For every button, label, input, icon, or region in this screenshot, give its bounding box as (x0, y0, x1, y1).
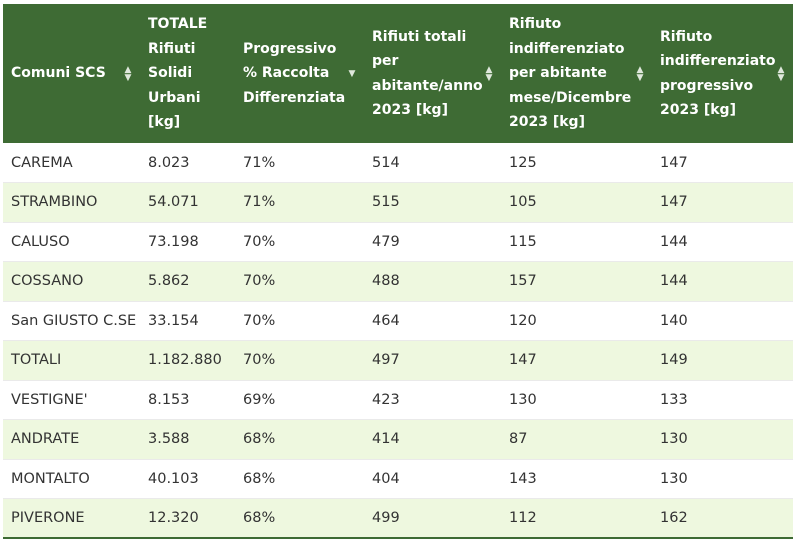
top-strip-segment (628, 0, 800, 4)
header-label: Rifiuto indifferenziato progressivo 2023… (660, 28, 776, 119)
cell-comune: CAREMA (3, 143, 140, 183)
table-row: MONTALTO 40.103 68% 404 143 130 (3, 459, 793, 499)
cell-progressivo-rd: 71% (235, 182, 364, 223)
sort-both-icon: ▲ ▼ (485, 64, 493, 83)
sort-both-icon: ▲ ▼ (777, 64, 785, 83)
cell-indifferenziato-progressivo: 162 (652, 498, 793, 539)
cell-indifferenziato-progressivo: 149 (652, 340, 793, 381)
cell-totale-rsu: 73.198 (140, 222, 235, 262)
cell-comune: PIVERONE (3, 498, 140, 539)
table-row: CAREMA 8.023 71% 514 125 147 (3, 143, 793, 183)
table-row: San GIUSTO C.SE 33.154 70% 464 120 140 (3, 301, 793, 341)
table-container: Comuni SCS ▲ ▼ TOTALE Rifiuti Solidi Urban… (3, 4, 793, 539)
cell-rifiuti-per-abitante: 423 (364, 380, 501, 420)
cell-rifiuti-per-abitante: 464 (364, 301, 501, 341)
cell-indifferenziato-mese: 147 (501, 340, 652, 381)
cell-indifferenziato-mese: 120 (501, 301, 652, 341)
column-header-rifiuti-per-abitante[interactable]: Rifiuti totali per abitante/anno 2023 [k… (364, 4, 501, 143)
cell-totale-rsu: 3.588 (140, 419, 235, 460)
cell-rifiuti-per-abitante: 414 (364, 419, 501, 460)
waste-data-table: Comuni SCS ▲ ▼ TOTALE Rifiuti Solidi Urban… (3, 4, 793, 539)
cell-indifferenziato-mese: 115 (501, 222, 652, 262)
header-label: Progressivo % Raccolta Differenziata (243, 40, 346, 106)
cell-totale-rsu: 8.023 (140, 143, 235, 183)
cell-rifiuti-per-abitante: 497 (364, 340, 501, 381)
cell-rifiuti-per-abitante: 515 (364, 182, 501, 223)
header-label: TOTALE Rifiuti Solidi Urbani [kg] (148, 16, 208, 131)
table-row: CALUSO 73.198 70% 479 115 144 (3, 222, 793, 262)
cell-comune: CALUSO (3, 222, 140, 262)
cell-indifferenziato-mese: 143 (501, 459, 652, 499)
cell-totale-rsu: 1.182.880 (140, 340, 235, 381)
cell-progressivo-rd: 68% (235, 459, 364, 499)
cell-totale-rsu: 54.071 (140, 182, 235, 223)
cell-rifiuti-per-abitante: 514 (364, 143, 501, 183)
cell-progressivo-rd: 70% (235, 301, 364, 341)
top-strip (0, 0, 800, 4)
table-row: VESTIGNE' 8.153 69% 423 130 133 (3, 380, 793, 420)
cell-totale-rsu: 40.103 (140, 459, 235, 499)
cell-rifiuti-per-abitante: 499 (364, 498, 501, 539)
cell-progressivo-rd: 71% (235, 143, 364, 183)
cell-comune: STRAMBINO (3, 182, 140, 223)
column-header-comuni[interactable]: Comuni SCS ▲ ▼ (3, 4, 140, 143)
cell-indifferenziato-mese: 105 (501, 182, 652, 223)
table-row: ANDRATE 3.588 68% 414 87 130 (3, 419, 793, 460)
column-header-indifferenziato-mese[interactable]: Rifiuto indifferenziato per abitante mes… (501, 4, 652, 143)
cell-indifferenziato-mese: 112 (501, 498, 652, 539)
cell-indifferenziato-progressivo: 144 (652, 261, 793, 302)
cell-indifferenziato-mese: 87 (501, 419, 652, 460)
cell-indifferenziato-progressivo: 130 (652, 459, 793, 499)
column-header-progressivo-rd[interactable]: Progressivo % Raccolta Differenziata ▼ (235, 4, 364, 143)
cell-indifferenziato-progressivo: 147 (652, 182, 793, 223)
cell-totale-rsu: 5.862 (140, 261, 235, 302)
column-header-totale-rsu[interactable]: TOTALE Rifiuti Solidi Urbani [kg] (140, 4, 235, 143)
cell-comune: VESTIGNE' (3, 380, 140, 420)
column-header-indifferenziato-progressivo[interactable]: Rifiuto indifferenziato progressivo 2023… (652, 4, 793, 143)
sort-both-icon: ▲ ▼ (124, 64, 132, 83)
cell-indifferenziato-progressivo: 133 (652, 380, 793, 420)
sort-both-icon: ▲ ▼ (636, 64, 644, 83)
cell-comune: MONTALTO (3, 459, 140, 499)
cell-indifferenziato-mese: 125 (501, 143, 652, 183)
cell-rifiuti-per-abitante: 404 (364, 459, 501, 499)
cell-comune: San GIUSTO C.SE (3, 301, 140, 341)
cell-totale-rsu: 33.154 (140, 301, 235, 341)
cell-indifferenziato-progressivo: 140 (652, 301, 793, 341)
table-header-row: Comuni SCS ▲ ▼ TOTALE Rifiuti Solidi Urban… (3, 4, 793, 143)
cell-progressivo-rd: 69% (235, 380, 364, 420)
cell-progressivo-rd: 70% (235, 261, 364, 302)
table-row: TOTALI 1.182.880 70% 497 147 149 (3, 340, 793, 381)
table-row: COSSANO 5.862 70% 488 157 144 (3, 261, 793, 302)
cell-progressivo-rd: 70% (235, 222, 364, 262)
table-row: PIVERONE 12.320 68% 499 112 162 (3, 498, 793, 539)
cell-indifferenziato-mese: 130 (501, 380, 652, 420)
cell-progressivo-rd: 70% (235, 340, 364, 381)
cell-progressivo-rd: 68% (235, 419, 364, 460)
cell-indifferenziato-progressivo: 147 (652, 143, 793, 183)
cell-comune: ANDRATE (3, 419, 140, 460)
cell-comune: TOTALI (3, 340, 140, 381)
cell-totale-rsu: 8.153 (140, 380, 235, 420)
header-label: Rifiuti totali per abitante/anno 2023 [k… (372, 28, 483, 119)
cell-comune: COSSANO (3, 261, 140, 302)
header-label: Comuni SCS (11, 65, 106, 82)
cell-rifiuti-per-abitante: 479 (364, 222, 501, 262)
sort-down-icon: ▼ (348, 68, 356, 79)
cell-indifferenziato-mese: 157 (501, 261, 652, 302)
table-row: STRAMBINO 54.071 71% 515 105 147 (3, 182, 793, 223)
cell-indifferenziato-progressivo: 144 (652, 222, 793, 262)
cell-totale-rsu: 12.320 (140, 498, 235, 539)
header-label: Rifiuto indifferenziato per abitante mes… (509, 16, 632, 131)
cell-progressivo-rd: 68% (235, 498, 364, 539)
cell-rifiuti-per-abitante: 488 (364, 261, 501, 302)
cell-indifferenziato-progressivo: 130 (652, 419, 793, 460)
